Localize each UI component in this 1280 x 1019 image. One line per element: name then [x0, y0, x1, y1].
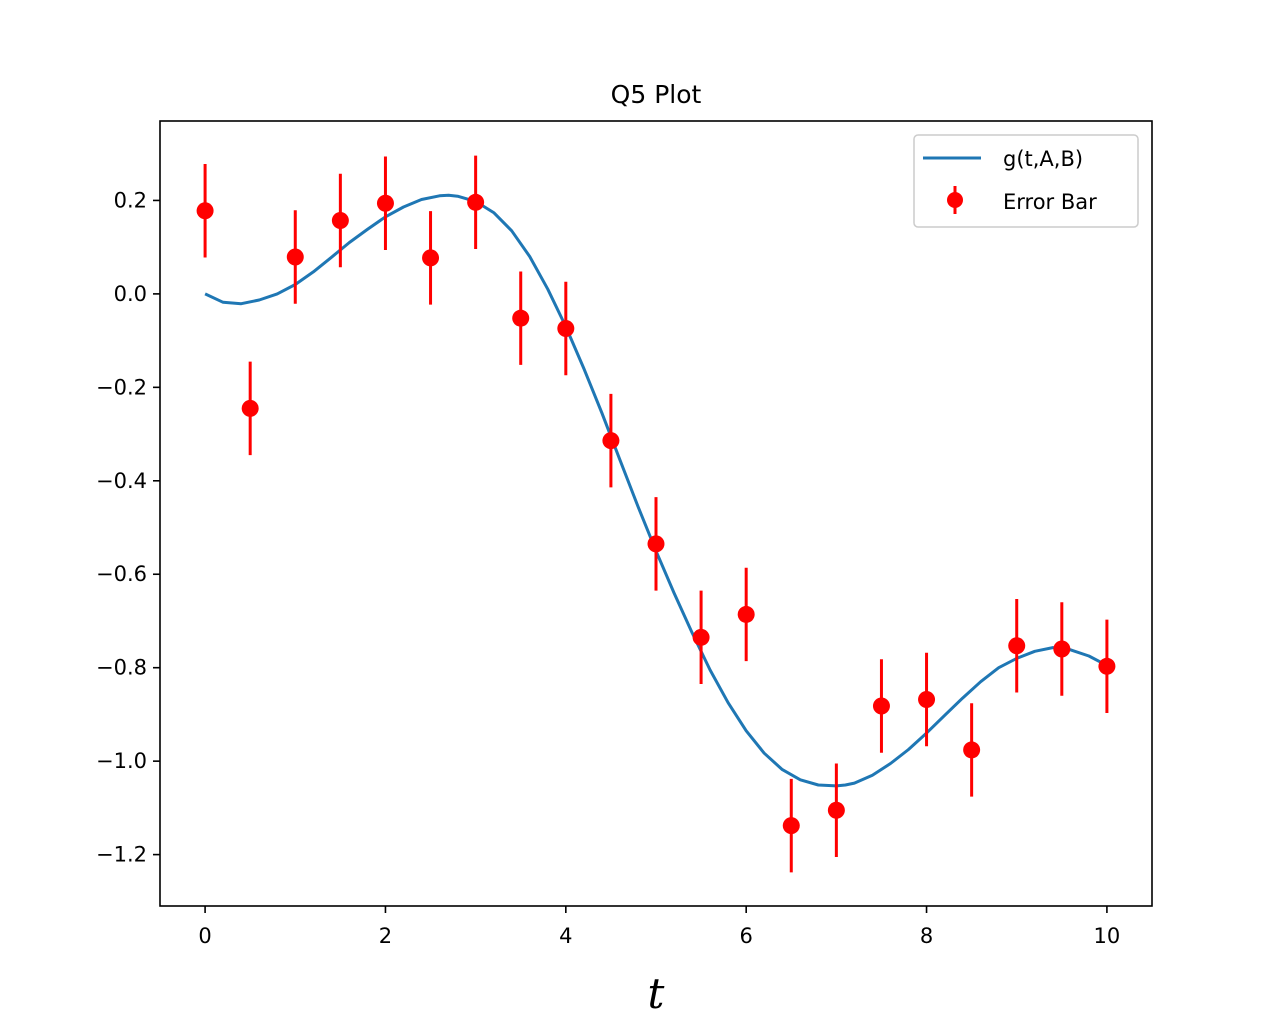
data-marker: [422, 249, 440, 267]
y-tick-label: 0.0: [114, 282, 147, 306]
data-marker: [241, 399, 259, 417]
y-tick-label: −1.2: [96, 843, 147, 867]
x-tick-label: 8: [920, 924, 933, 948]
data-marker: [737, 605, 755, 623]
data-marker: [196, 202, 214, 220]
data-marker: [1098, 657, 1116, 675]
data-marker: [467, 193, 485, 211]
data-point: [467, 155, 485, 250]
axes-frame: [159, 120, 1153, 907]
data-point: [241, 361, 259, 456]
x-tick-label: 10: [1094, 924, 1121, 948]
y-tick-label: −0.4: [96, 469, 147, 493]
data-point: [602, 393, 620, 488]
y-tick-label: −0.6: [96, 562, 147, 586]
fit-curve-line: [204, 193, 1108, 788]
y-tick-label: −0.8: [96, 656, 147, 680]
data-marker: [1053, 640, 1071, 658]
data-point: [963, 703, 981, 797]
data-marker: [918, 690, 936, 708]
data-marker: [963, 741, 981, 759]
y-tick-label: −0.2: [96, 375, 147, 399]
data-point: [376, 156, 394, 250]
legend-label-errorbar: Error Bar: [1003, 190, 1097, 214]
data-marker: [872, 697, 890, 715]
data-marker: [557, 319, 575, 337]
data-marker: [286, 248, 304, 266]
x-tick-label: 2: [379, 924, 392, 948]
data-point: [512, 271, 530, 365]
data-marker: [602, 432, 620, 450]
data-marker: [376, 194, 394, 212]
data-point: [872, 659, 890, 753]
data-point: [1053, 602, 1071, 696]
legend: g(t,A,B) Error Bar: [913, 134, 1139, 228]
y-tick-label: 0.2: [114, 188, 147, 212]
x-tick-label: 6: [739, 924, 752, 948]
legend-label-line: g(t,A,B): [1003, 147, 1083, 171]
data-point: [331, 173, 349, 268]
data-point: [737, 567, 755, 662]
plot-area: [196, 155, 1116, 873]
x-tick-label: 0: [198, 924, 211, 948]
data-marker: [331, 212, 349, 230]
data-marker: [692, 628, 710, 646]
data-point: [196, 163, 214, 258]
data-point: [286, 210, 304, 304]
legend-marker-swatch: [947, 192, 963, 208]
data-point: [918, 652, 936, 747]
data-point: [422, 211, 440, 305]
x-axis-label: t: [648, 969, 665, 1018]
y-axis: 0.2 0.0 −0.2 −0.4 −0.6 −0.8 −1.0 −1.2: [96, 188, 160, 867]
data-point: [1008, 599, 1026, 693]
x-tick-label: 4: [559, 924, 572, 948]
y-tick-label: −1.0: [96, 749, 147, 773]
data-point: [782, 778, 800, 873]
x-axis: 0 2 4 6 8 10: [198, 906, 1120, 948]
data-point: [692, 590, 710, 685]
data-point: [647, 497, 665, 591]
data-marker: [647, 535, 665, 553]
data-marker: [827, 801, 845, 819]
data-marker: [1008, 637, 1026, 655]
data-marker: [512, 309, 530, 327]
data-point: [827, 763, 845, 857]
data-point: [557, 281, 575, 376]
data-marker: [782, 817, 800, 835]
chart-title: Q5 Plot: [611, 80, 702, 109]
data-point: [1098, 619, 1116, 714]
